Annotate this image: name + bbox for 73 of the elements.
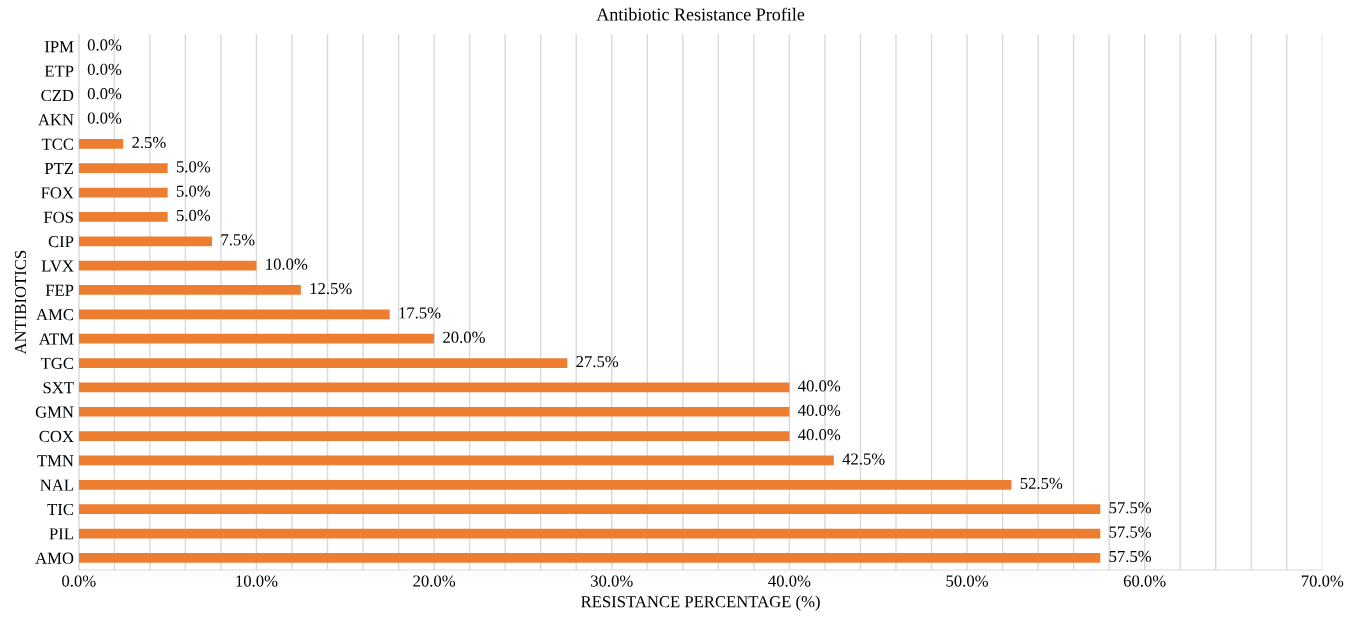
bar	[78, 212, 168, 222]
x-tick-label: 50.0%	[946, 575, 988, 587]
bar	[78, 504, 1101, 515]
bar	[78, 553, 1101, 563]
y-tick-label: ATM	[38, 333, 74, 345]
y-tick-label: LVX	[41, 260, 74, 272]
data-label: 57.5%	[1109, 550, 1152, 563]
data-label: 7.5%	[221, 234, 255, 246]
data-label: 42.5%	[842, 453, 885, 465]
bar	[78, 260, 257, 271]
y-tick-label: AKN	[38, 114, 74, 126]
y-tick-label: FEP	[45, 284, 74, 296]
y-tick-label: PIL	[49, 528, 73, 540]
y-axis-title: ANTIBIOTICS	[14, 250, 27, 355]
y-tick-label: AMO	[35, 552, 74, 564]
data-label: 5.0%	[176, 185, 211, 197]
data-label: 5.0%	[176, 209, 211, 222]
bar	[78, 528, 1101, 539]
bar	[78, 309, 390, 320]
data-label: 12.5%	[310, 282, 352, 295]
x-tick-label: 20.0%	[413, 575, 456, 587]
data-label: 40.0%	[798, 404, 841, 416]
y-tick-label: COX	[39, 430, 74, 443]
data-label: 40.0%	[798, 380, 841, 392]
x-tick-label: 10.0%	[236, 575, 278, 587]
data-label: 0.0%	[87, 112, 122, 124]
y-tick-label: NAL	[40, 479, 73, 491]
chart-title: Antibiotic Resistance Profile	[596, 7, 805, 21]
y-tick-label: AMC	[36, 309, 74, 321]
y-tick-label: TCC	[41, 138, 74, 150]
bar	[78, 479, 1012, 490]
y-tick-label: IPM	[44, 41, 74, 53]
y-tick-label: CIP	[48, 236, 74, 248]
bar	[78, 382, 790, 393]
x-tick-label: 60.0%	[1123, 575, 1166, 587]
bar	[78, 333, 435, 344]
bar	[78, 236, 213, 247]
y-tick-label: FOX	[41, 187, 74, 199]
y-tick-label: GMN	[35, 406, 74, 418]
bar	[78, 285, 301, 295]
data-label: 57.5%	[1109, 526, 1152, 538]
y-tick-label: ETP	[44, 65, 74, 77]
data-label: 17.5%	[399, 307, 441, 319]
data-label: 2.5%	[132, 136, 166, 149]
x-axis-title: RESISTANCE PERCENTAGE (%)	[581, 595, 820, 611]
y-tick-label: CZD	[41, 89, 74, 102]
y-tick-label: FOS	[43, 211, 73, 223]
y-tick-label: TGC	[40, 357, 74, 369]
bar	[78, 138, 124, 149]
data-label: 0.0%	[87, 39, 122, 51]
x-tick-label: 70.0%	[1301, 575, 1344, 587]
y-tick-label: TIC	[47, 503, 74, 516]
data-label: 40.0%	[798, 429, 841, 441]
x-tick-label: 30.0%	[591, 575, 633, 587]
bar	[78, 358, 568, 368]
bar	[78, 406, 790, 417]
data-label: 52.5%	[1020, 477, 1063, 490]
data-label: 0.0%	[87, 63, 122, 76]
x-tick-label: 0.0%	[62, 575, 96, 587]
data-label: 20.0%	[443, 331, 485, 343]
data-label: 27.5%	[576, 355, 619, 368]
y-tick-label: TMN	[37, 455, 74, 467]
y-tick-label: SXT	[43, 382, 74, 394]
x-tick-label: 40.0%	[768, 575, 811, 587]
data-label: 0.0%	[87, 88, 122, 100]
bar	[78, 431, 790, 441]
bar	[78, 455, 834, 466]
data-label: 57.5%	[1109, 502, 1152, 514]
bar	[78, 187, 168, 198]
y-tick-label: PTZ	[44, 163, 74, 174]
data-label: 5.0%	[176, 161, 211, 173]
data-label: 10.0%	[266, 258, 308, 270]
bar	[78, 163, 168, 174]
